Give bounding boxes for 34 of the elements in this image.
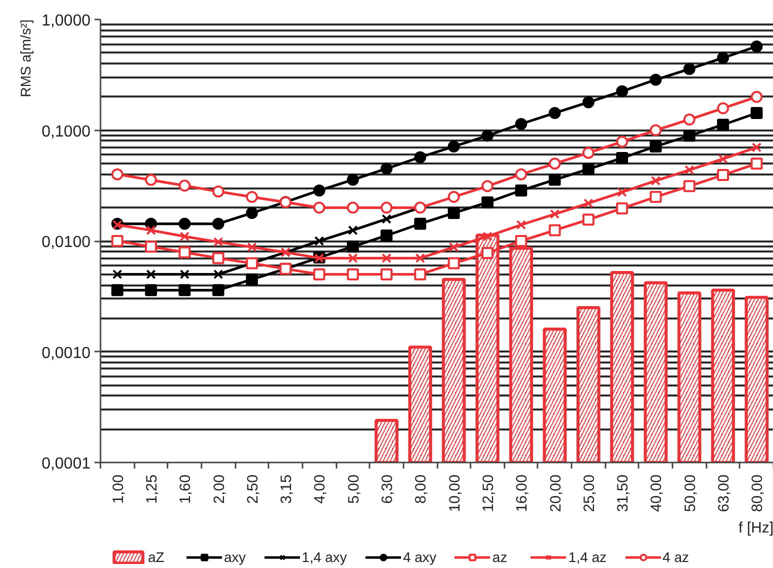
y-tick-label: 0,0010 (42, 344, 91, 362)
x-tick-label: 4,00 (312, 474, 329, 504)
x-tick-label: 1,60 (177, 474, 194, 504)
x-tick-label: 10,00 (446, 474, 464, 512)
x-tick-label: 2,50 (244, 474, 262, 504)
x-tick-label: 1,25 (143, 474, 160, 504)
y-tick-label: 0,0100 (42, 234, 91, 251)
legend-label: 1,4 az (568, 549, 607, 565)
legend-label: axy (224, 549, 246, 565)
legend-label: 4 axy (402, 549, 436, 565)
y-tick-label: 1,0000 (42, 12, 91, 30)
x-tick-label: 50,00 (682, 474, 699, 512)
legend-label: 1,4 axy (302, 549, 347, 565)
y-tick-label: 0,1000 (42, 123, 91, 140)
x-tick-label: 12,50 (480, 474, 497, 512)
x-tick-label: 63,00 (716, 474, 733, 512)
legend-label: az (492, 549, 508, 565)
x-axis-title: f [Hz] (738, 520, 773, 536)
x-tick-label: 80,00 (749, 474, 766, 512)
x-tick-label: 5,00 (345, 474, 362, 504)
x-tick-label: 31,50 (614, 474, 632, 512)
x-tick-label: 1,00 (110, 474, 127, 504)
legend-label: 4 az (662, 549, 690, 565)
x-tick-label: 6,30 (379, 474, 396, 504)
x-tick-label: 25,00 (580, 474, 598, 512)
x-tick-label: 20,00 (547, 474, 564, 512)
x-tick-label: 8,00 (412, 474, 430, 504)
x-tick-label: 16,00 (514, 474, 531, 512)
x-tick-label: 2,00 (210, 474, 228, 504)
y-tick-label: 0,0001 (42, 456, 91, 472)
x-tick-label: 3,15 (278, 474, 296, 504)
x-tick-label: 40,00 (648, 474, 666, 512)
legend-label: aZ (148, 549, 166, 565)
y-axis-title: RMS a[m/s²] (18, 20, 34, 98)
